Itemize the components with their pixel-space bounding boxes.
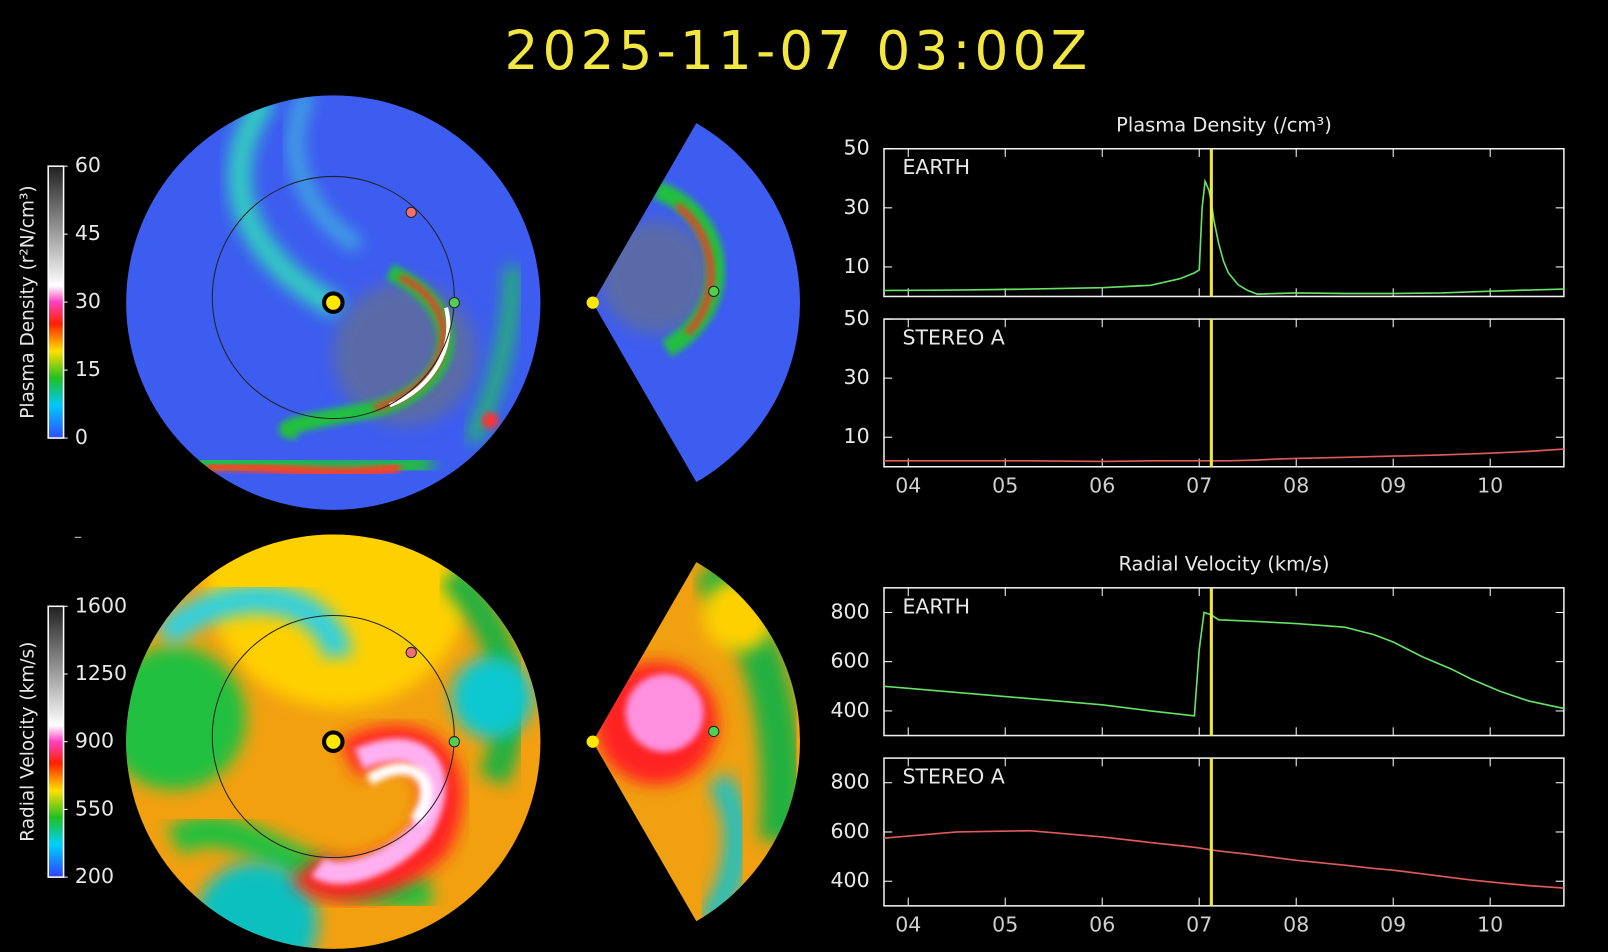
- x-tick-label: 08: [1283, 912, 1309, 936]
- colorbar-tick-label: 1250: [75, 661, 127, 685]
- x-tick-label: 06: [1089, 473, 1115, 497]
- colorbar: [47, 165, 65, 439]
- x-tick-label: 09: [1380, 912, 1406, 936]
- colorbar-tick-label: 30: [75, 289, 101, 313]
- chart-title: Radial Velocity (km/s): [1118, 553, 1329, 576]
- x-tick-label: 10: [1477, 912, 1503, 936]
- velocity-wedge: [592, 562, 801, 922]
- sun: [586, 735, 599, 748]
- y-tick-label: 10: [844, 254, 870, 278]
- earth-position: [448, 736, 460, 748]
- sun: [586, 296, 599, 309]
- y-tick-label: 30: [844, 365, 870, 389]
- stereo-a-position: [405, 206, 417, 218]
- x-tick-label: 06: [1089, 912, 1115, 936]
- series-label: STEREO A: [902, 765, 1004, 789]
- dash: –: [74, 527, 82, 546]
- x-tick-label: 05: [992, 912, 1018, 936]
- earth-position: [448, 296, 460, 309]
- colorbar: [47, 605, 65, 878]
- x-tick-label: 10: [1477, 473, 1503, 497]
- x-tick-label: 09: [1380, 473, 1406, 497]
- colorbar-label: Plasma Density (r²N/cm³): [18, 185, 39, 418]
- timestamp-title: 2025-11-07 03:00Z: [504, 19, 1091, 82]
- y-tick-label: 30: [844, 195, 870, 219]
- colorbar-label: Radial Velocity (km/s): [18, 642, 39, 842]
- y-tick-label: 10: [844, 424, 870, 448]
- colorbar-tick-label: 200: [75, 864, 114, 888]
- y-tick-label: 400: [830, 698, 869, 722]
- colorbar-tick-label: 45: [75, 221, 101, 245]
- y-tick-label: 600: [830, 819, 869, 843]
- colorbar-tick-label: 1600: [75, 593, 127, 617]
- chart-title: Plasma Density (/cm³): [1116, 114, 1332, 137]
- x-tick-label: 07: [1186, 912, 1212, 936]
- x-tick-label: 04: [895, 912, 921, 936]
- series-line: [883, 448, 1564, 463]
- plot-frame: [883, 587, 1565, 737]
- y-tick-label: 600: [830, 649, 869, 673]
- colorbar-tick-label: 15: [75, 357, 101, 381]
- plot-frame: [883, 147, 1565, 298]
- stereo-a-position: [405, 646, 417, 659]
- earth-position: [708, 285, 720, 297]
- y-tick-label: 800: [830, 599, 869, 623]
- series-label: STEREO A: [902, 326, 1004, 350]
- y-tick-label: 50: [844, 306, 870, 330]
- colorbar-tick-label: 900: [75, 729, 114, 753]
- series-label: EARTH: [902, 594, 970, 618]
- velocity-disk: [126, 534, 541, 949]
- y-tick-label: 400: [830, 868, 869, 892]
- y-tick-label: 800: [830, 770, 869, 794]
- earth-position: [708, 725, 720, 738]
- y-tick-label: 50: [844, 136, 870, 160]
- series-line: [883, 611, 1565, 717]
- density-wedge: [592, 123, 801, 483]
- series-line: [883, 829, 1564, 889]
- x-tick-label: 04: [895, 473, 921, 497]
- plot-frame: [883, 318, 1565, 468]
- colorbar-tick-label: 60: [75, 153, 101, 177]
- colorbar-tick-label: 550: [75, 796, 114, 820]
- x-tick-label: 07: [1186, 473, 1212, 497]
- colorbar-tick-label: 0: [75, 425, 88, 449]
- x-tick-label: 08: [1283, 473, 1309, 497]
- sun: [322, 291, 345, 314]
- sun: [322, 730, 345, 753]
- series-line: [883, 178, 1564, 295]
- series-label: EARTH: [902, 155, 970, 179]
- x-tick-label: 05: [992, 473, 1018, 497]
- density-disk: [126, 95, 541, 510]
